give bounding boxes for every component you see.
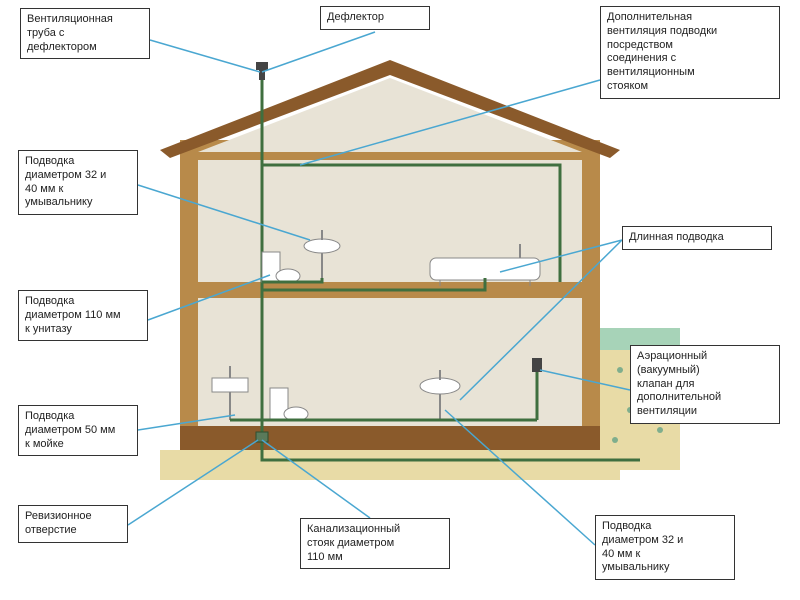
label-long-supply: Длинная подводка (622, 226, 772, 250)
label-deflector: Дефлектор (320, 6, 430, 30)
diagram-stage: Вентиляционная труба с дефлектором Дефле… (0, 0, 800, 600)
deflector-cap (256, 62, 268, 70)
lower-room (198, 298, 582, 426)
label-vent-pipe: Вентиляционная труба с дефлектором (20, 8, 150, 59)
foundation (180, 426, 600, 450)
leader-vent_pipe (150, 40, 260, 72)
label-extra-vent: Дополнительная вентиляция подводки посре… (600, 6, 780, 99)
label-supply-110: Подводка диаметром 110 мм к унитазу (18, 290, 148, 341)
leader-deflector (262, 32, 375, 72)
label-aeration: Аэрационный (вакуумный) клапан для допол… (630, 345, 780, 424)
label-supply-32a: Подводка диаметром 32 и 40 мм к умывальн… (18, 150, 138, 215)
label-sewer-riser: Канализационный стояк диаметром 110 мм (300, 518, 450, 569)
label-supply-50: Подводка диаметром 50 мм к мойке (18, 405, 138, 456)
label-supply-32b: Подводка диаметром 32 и 40 мм к умывальн… (595, 515, 735, 580)
label-revision: Ревизионное отверстие (18, 505, 128, 543)
ground-strip (160, 450, 620, 480)
